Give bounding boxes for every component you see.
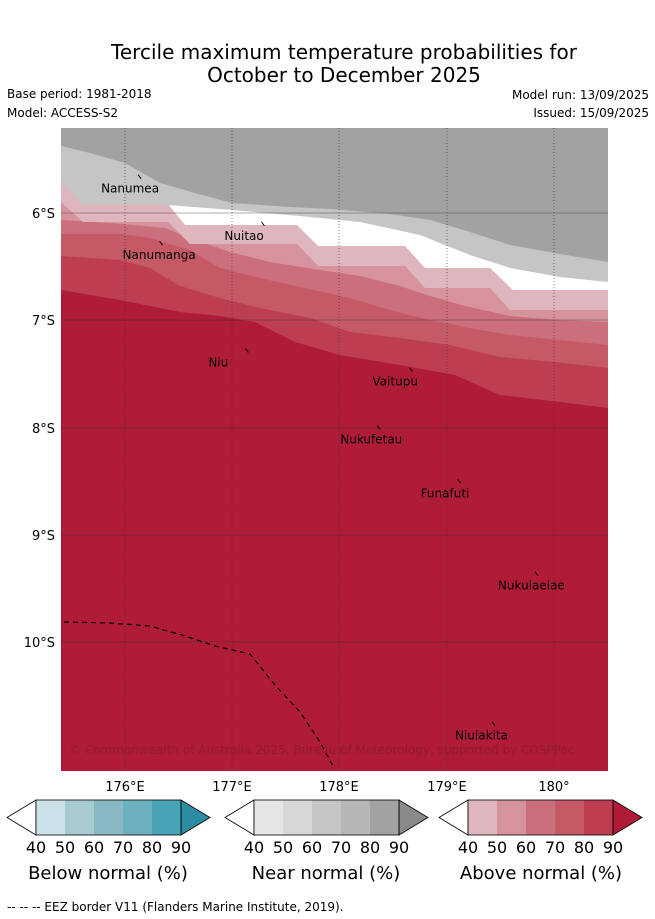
title-line-1: Tercile maximum temperature probabilitie… (111, 40, 577, 64)
legend-tick-label: 90 (171, 838, 191, 857)
legend-frame (253, 799, 400, 836)
legend-tick-label: 60 (302, 838, 322, 857)
legend-swatch (283, 800, 312, 835)
legend-swatch (36, 800, 65, 835)
legend-tick-label: 60 (516, 838, 536, 857)
legend-tick-label: 50 (487, 838, 507, 857)
base-period: Base period: 1981-2018 (7, 87, 152, 101)
copyright-notice: © Commonwealth of Australia 2025, Bureau… (69, 743, 574, 757)
legend-tick-label: 70 (113, 838, 133, 857)
island-marker (137, 174, 142, 179)
title-line-2: October to December 2025 (207, 63, 481, 87)
legend-swatch (94, 800, 123, 835)
island-marker (376, 425, 381, 430)
latitude-labels: 6°S 7°S 8°S 9°S 10°S (24, 207, 55, 651)
legend-label-below: Below normal (%) (28, 863, 188, 884)
legend-high-arrow (180, 799, 211, 836)
legend-tick-label: 70 (331, 838, 351, 857)
lon-tick-label: 176°E (105, 780, 145, 795)
place-label: Vaitupu (372, 375, 418, 389)
legend-swatch (497, 800, 526, 835)
legend-colorbars: 40 50 60 70 80 90 40 50 60 70 80 90 40 50 60 70 80 90 (6, 799, 643, 857)
issued-date: Issued: 15/09/2025 (533, 106, 649, 120)
legend-swatch (312, 800, 341, 835)
legend-swatch (370, 800, 399, 835)
place-label: Niu (208, 355, 228, 369)
place-labels: Nanumea Nanumanga Nuitao Niu Vaitupu Nukufeta… (101, 174, 565, 743)
legend-label-above: Above normal (%) (459, 863, 623, 884)
eez-border (63, 621, 335, 769)
lon-tick-label: 178°E (319, 780, 359, 795)
legend-high-arrow (612, 799, 643, 836)
model-name: Model: ACCESS-S2 (7, 106, 119, 120)
lat-tick-label: 9°S (32, 529, 55, 544)
lat-tick-label: 10°S (24, 636, 55, 651)
legend-tick-label: 50 (273, 838, 293, 857)
legend-tick-label: 50 (55, 838, 75, 857)
island-marker (261, 221, 265, 227)
legend-tick-label: 80 (142, 838, 162, 857)
place-label: Niulakita (455, 729, 508, 743)
place-label: Nukufetau (340, 433, 402, 447)
place-label: Funafuti (421, 486, 470, 500)
eez-footnote: -- -- -- EEZ border V11 (Flanders Marine… (7, 900, 344, 914)
legend-tick-label: 40 (458, 838, 478, 857)
legend-frame (467, 799, 614, 836)
legend-swatch (341, 800, 370, 835)
legend-low-arrow (6, 799, 37, 836)
gridlines (61, 128, 608, 771)
legend-high-arrow (398, 799, 429, 836)
probability-fields (61, 128, 608, 771)
legend-frame (35, 799, 182, 836)
island-marker (244, 348, 249, 353)
place-label: Nukulaelae (498, 579, 565, 593)
legend-swatch (526, 800, 555, 835)
island-marker (159, 240, 163, 246)
legend-low-arrow (224, 799, 255, 836)
legend-tick-label: 40 (26, 838, 46, 857)
lon-tick-label: 180° (538, 780, 569, 795)
lat-tick-label: 6°S (32, 207, 55, 222)
place-label: Nanumea (101, 182, 159, 196)
place-label: Nanumanga (123, 248, 196, 262)
legend-tick-label: 80 (360, 838, 380, 857)
map-title: Tercile maximum temperature probabilitie… (0, 41, 655, 87)
longitude-labels: 176°E 177°E 178°E 179°E 180° (105, 780, 569, 795)
legend-tick-label: 40 (244, 838, 264, 857)
island-marker (409, 367, 413, 373)
legend-swatch (584, 800, 613, 835)
legend-label-near: Near normal (%) (251, 863, 401, 884)
legend-low-arrow (438, 799, 469, 836)
legend-swatch (123, 800, 152, 835)
legend-tick-label: 90 (389, 838, 409, 857)
lon-tick-label: 179°E (427, 780, 467, 795)
place-label: Nuitao (224, 229, 263, 243)
legend-swatch (152, 800, 181, 835)
lat-tick-label: 8°S (32, 422, 55, 437)
legend-tick-label: 90 (603, 838, 623, 857)
legend-tick-label: 80 (574, 838, 594, 857)
model-run: Model run: 13/09/2025 (511, 88, 649, 102)
island-marker (457, 478, 462, 484)
island-marker (534, 571, 539, 576)
field-near-90 (61, 128, 608, 262)
legend-swatch (65, 800, 94, 835)
island-marker (491, 721, 496, 726)
lat-tick-label: 7°S (32, 314, 55, 329)
lon-tick-label: 177°E (212, 780, 252, 795)
legend-swatch (254, 800, 283, 835)
legend-tick-label: 60 (84, 838, 104, 857)
legend-tick-label: 70 (545, 838, 565, 857)
legend-swatch (468, 800, 497, 835)
legend-swatch (555, 800, 584, 835)
